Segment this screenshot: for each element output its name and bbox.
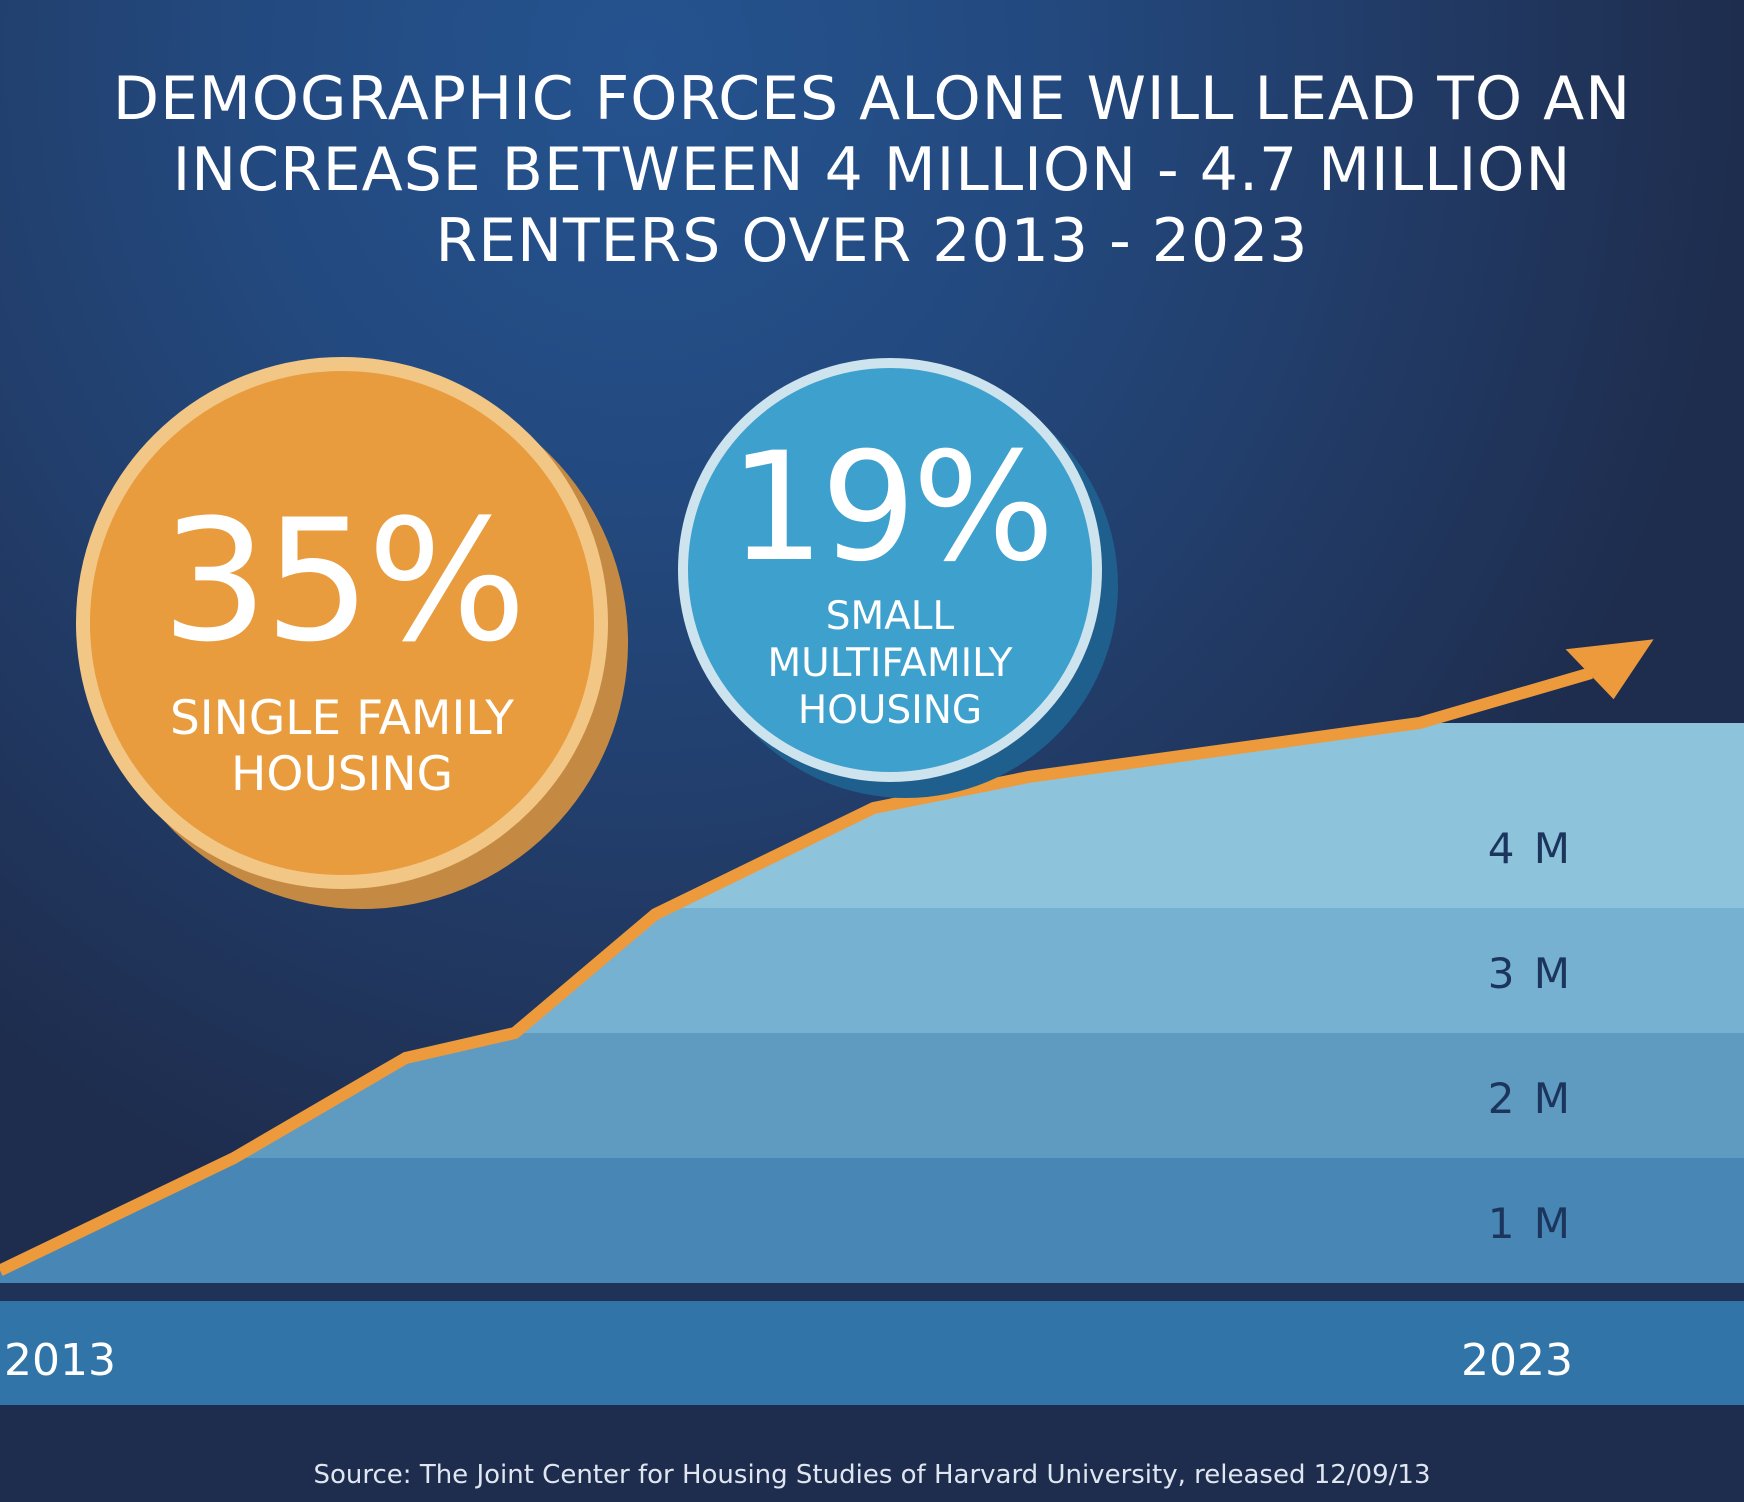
x-axis-band [0,1301,1744,1405]
single-family-caption: SINGLE FAMILY HOUSING [90,691,594,803]
multifamily-caption-line-2: MULTIFAMILY [767,641,1013,686]
single-family-percent: 35% [161,483,526,679]
single-family-badge: 35% SINGLE FAMILY HOUSING [76,357,608,889]
y-tick-label-1m: 1 M [1488,1199,1573,1248]
baseline-strip [0,1283,1744,1301]
multifamily-caption: SMALL MULTIFAMILY HOUSING [688,593,1092,734]
multifamily-badge: 19% SMALL MULTIFAMILY HOUSING [678,358,1102,782]
single-family-caption-line-1: SINGLE FAMILY [169,691,515,746]
single-family-caption-line-2: HOUSING [230,747,453,802]
title-line-1: DEMOGRAPHIC FORCES ALONE WILL LEAD TO AN [112,64,1632,134]
title-line-2: INCREASE BETWEEN 4 MILLION - 4.7 MILLION [172,135,1572,205]
multifamily-caption-line-3: HOUSING [797,688,983,733]
trend-line [0,667,1593,1276]
y-tick-label-2m: 2 M [1488,1074,1573,1123]
page-title: DEMOGRAPHIC FORCES ALONE WILL LEAD TO AN… [20,64,1724,277]
source-note: Source: The Joint Center for Housing Stu… [313,1460,1431,1490]
trend-arrow-head [1565,639,1654,700]
band-1m [0,1158,1744,1283]
y-tick-label-4m: 4 M [1488,824,1573,873]
y-tick-label-3m: 3 M [1488,949,1573,998]
title-line-3: RENTERS OVER 2013 - 2023 [435,206,1309,276]
band-3m [0,908,1744,1033]
multifamily-percent: 19% [729,421,1054,595]
x-tick-label-2023: 2023 [1461,1335,1573,1386]
multifamily-caption-line-1: SMALL [825,594,955,639]
x-tick-label-2013: 2013 [4,1335,116,1386]
